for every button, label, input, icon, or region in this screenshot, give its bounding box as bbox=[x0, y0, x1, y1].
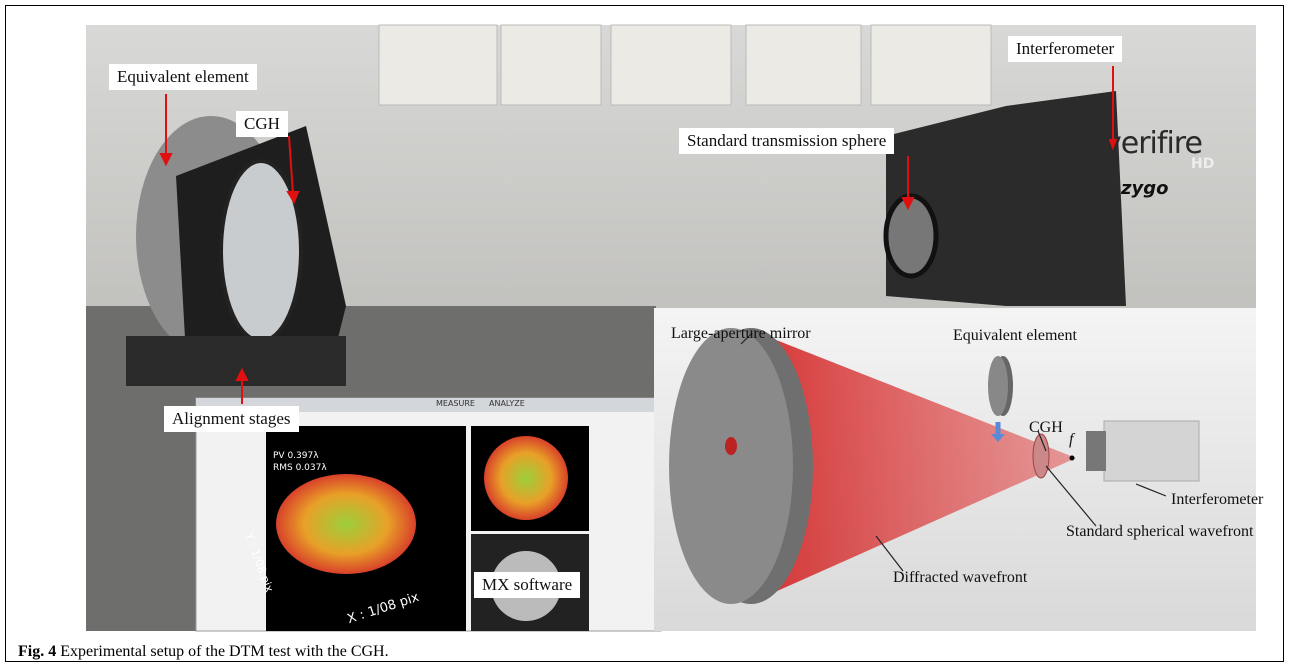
brand: zygo bbox=[1121, 178, 1168, 199]
brand: HD bbox=[1191, 156, 1214, 172]
figure: Equivalent element CGH Standard transmis… bbox=[5, 5, 1284, 662]
label: CGH bbox=[236, 111, 288, 137]
screen-text: RMS 0.037λ bbox=[273, 463, 327, 473]
inset-label: Equivalent element bbox=[953, 326, 1077, 346]
label: Equivalent element bbox=[109, 64, 257, 90]
screen-text: PV 0.397λ bbox=[273, 451, 319, 461]
brand: verifire bbox=[1104, 126, 1202, 161]
inset-label: Interferometer bbox=[1171, 490, 1263, 510]
label: Alignment stages bbox=[164, 406, 299, 432]
caption: Fig. 4 Experimental setup of the DTM tes… bbox=[18, 643, 389, 661]
screen-tab: ANALYZE bbox=[489, 399, 525, 408]
caption-label: Fig. 4 bbox=[18, 643, 56, 660]
inset-label: Large-aperture mirror bbox=[671, 324, 811, 344]
inset-label: Standard spherical wavefront bbox=[1066, 522, 1253, 542]
posters bbox=[379, 25, 991, 105]
inset-label: Diffracted wavefront bbox=[893, 568, 1027, 588]
figure-art bbox=[6, 6, 1285, 663]
inset-label: CGH bbox=[1029, 418, 1063, 438]
caption-text: Experimental setup of the DTM test with … bbox=[60, 643, 388, 660]
inset-label: f bbox=[1069, 430, 1073, 450]
label: Interferometer bbox=[1008, 36, 1122, 62]
screen-tab: MEASURE bbox=[436, 399, 475, 408]
label: MX software bbox=[474, 572, 580, 598]
label: Standard transmission sphere bbox=[679, 128, 894, 154]
